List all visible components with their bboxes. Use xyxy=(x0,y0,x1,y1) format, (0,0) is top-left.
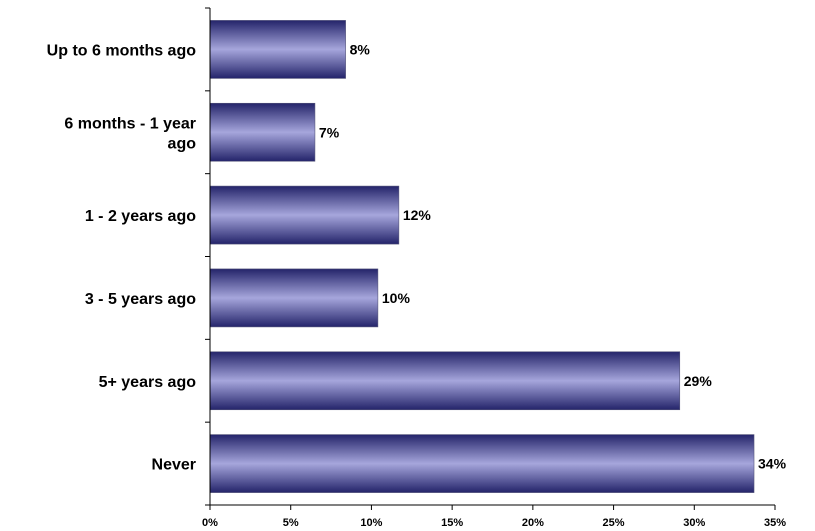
category-label-2: 1 - 2 years ago xyxy=(85,208,196,225)
bar-1 xyxy=(209,102,316,162)
bars-group xyxy=(209,20,755,493)
value-label-5: 34% xyxy=(758,456,787,472)
bar-3 xyxy=(209,268,379,328)
axes: 0% 5% 10% 15% 20% 25% 30% 35% xyxy=(202,7,786,529)
x-tick-label-0: 0% xyxy=(202,517,218,529)
x-tick-label-2: 10% xyxy=(360,517,382,529)
value-label-0: 8% xyxy=(350,41,371,57)
x-tick-label-1: 5% xyxy=(283,517,299,529)
value-label-4: 29% xyxy=(684,373,713,389)
value-labels: 8% 7% 12% 10% 29% 34% xyxy=(319,41,787,471)
value-label-3: 10% xyxy=(382,290,411,306)
category-label-5: Never xyxy=(152,457,196,474)
category-label-3: 3 - 5 years ago xyxy=(85,291,196,308)
x-tick-label-6: 30% xyxy=(683,517,705,529)
x-tick-label-3: 15% xyxy=(441,517,463,529)
bar-4 xyxy=(209,351,681,411)
category-label-4: 5+ years ago xyxy=(99,374,197,391)
value-label-2: 12% xyxy=(403,207,432,223)
value-label-1: 7% xyxy=(319,124,340,140)
bar-0 xyxy=(209,20,346,79)
category-label-0: Up to 6 months ago xyxy=(47,42,197,59)
category-labels: Up to 6 months ago 6 months - 1 year ago 1 … xyxy=(47,42,197,473)
bar-2 xyxy=(209,185,400,245)
category-label-1: 6 months - 1 year ago xyxy=(64,115,196,152)
x-tick-label-4: 20% xyxy=(522,517,544,529)
x-tick-label-7: 35% xyxy=(764,517,786,529)
x-tick-label-5: 25% xyxy=(603,517,625,529)
bar-5 xyxy=(209,434,755,493)
